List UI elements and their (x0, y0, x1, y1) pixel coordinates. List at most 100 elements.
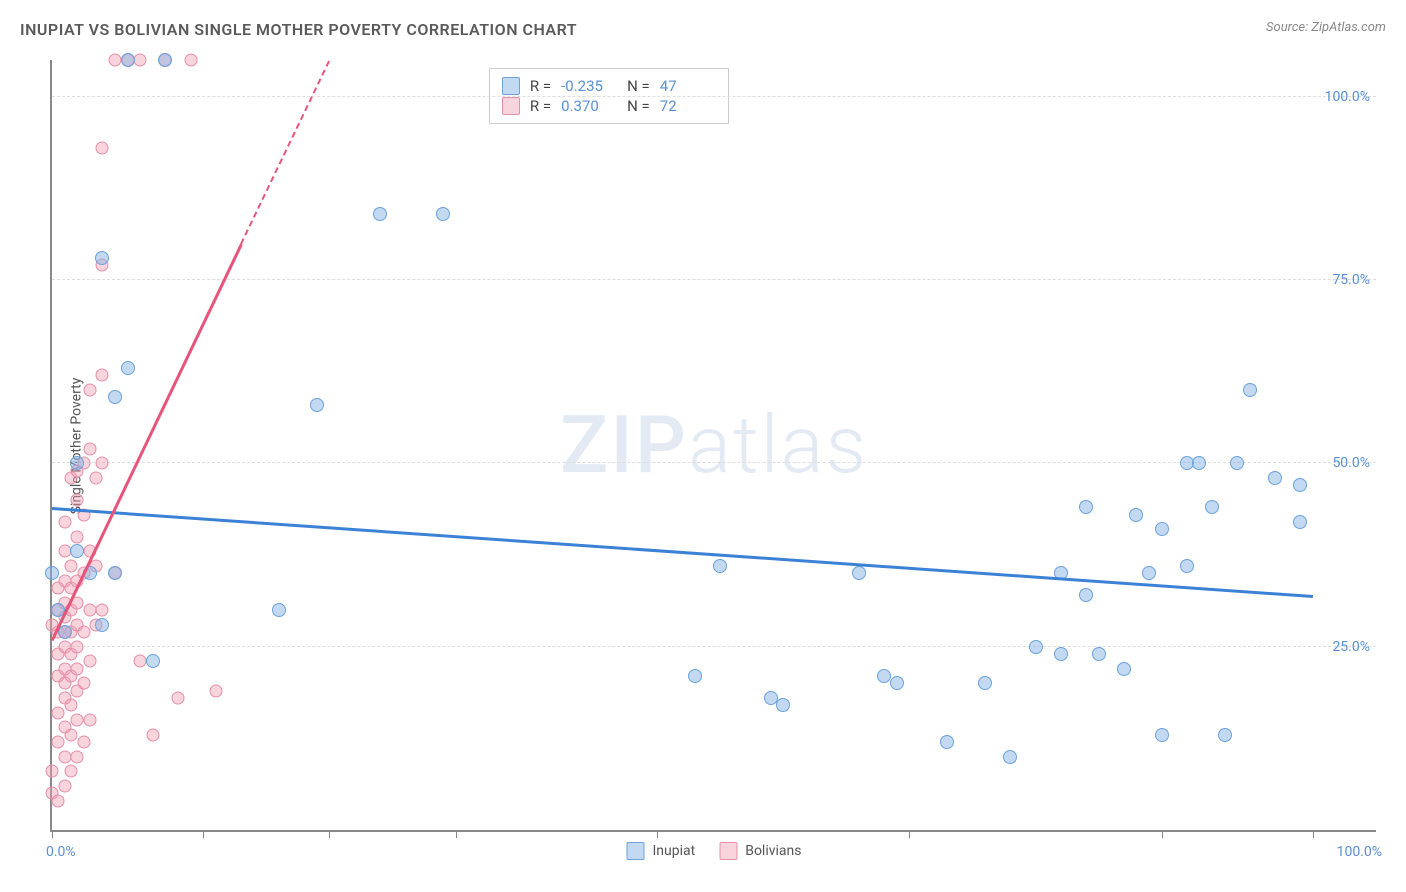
data-point (310, 398, 324, 412)
data-point (58, 780, 71, 793)
source-attribution: Source: ZipAtlas.com (1266, 20, 1386, 35)
data-point (46, 765, 59, 778)
data-point (83, 714, 96, 727)
data-point (77, 677, 90, 690)
n-label: N = (627, 97, 650, 115)
trend-line (51, 244, 242, 641)
data-point (172, 692, 185, 705)
data-point (1079, 500, 1093, 514)
data-point (1003, 750, 1017, 764)
data-point (121, 361, 135, 375)
x-tick-max: 100.0% (1337, 844, 1382, 860)
n-value: 47 (660, 77, 716, 95)
data-point (71, 750, 84, 763)
legend-label: Inupiat (653, 843, 696, 859)
data-point (58, 625, 72, 639)
data-point (1054, 647, 1068, 661)
trend-line (240, 61, 330, 245)
swatch-blue (502, 77, 520, 95)
x-tick (1313, 830, 1314, 838)
x-tick (456, 830, 457, 838)
data-point (1230, 456, 1244, 470)
data-point (184, 54, 197, 67)
data-point (1129, 508, 1143, 522)
x-tick (657, 830, 658, 838)
data-point (146, 654, 160, 668)
data-point (1243, 383, 1257, 397)
gridline-h (52, 646, 1376, 647)
data-point (436, 207, 450, 221)
x-tick (52, 830, 53, 838)
data-point (109, 54, 122, 67)
data-point (108, 390, 122, 404)
data-point (95, 251, 109, 265)
data-point (58, 516, 71, 529)
x-tick (203, 830, 204, 838)
legend-label: Bolivians (745, 843, 801, 859)
data-point (71, 530, 84, 543)
r-label: R = (530, 77, 551, 95)
data-point (95, 618, 109, 632)
data-point (71, 662, 84, 675)
data-point (58, 750, 71, 763)
data-point (158, 53, 172, 67)
data-point (1029, 640, 1043, 654)
n-value: 72 (660, 97, 716, 115)
data-point (108, 566, 122, 580)
legend-item: Bolivians (719, 842, 801, 860)
data-point (96, 604, 109, 617)
data-point (1079, 588, 1093, 602)
data-point (373, 207, 387, 221)
data-point (776, 698, 790, 712)
data-point (96, 142, 109, 155)
trend-line (52, 507, 1313, 597)
data-point (1155, 522, 1169, 536)
gridline-h (52, 96, 1376, 97)
data-point (1117, 662, 1131, 676)
data-point (83, 604, 96, 617)
y-tick-label: 75.0% (1332, 272, 1370, 288)
data-point (978, 676, 992, 690)
stats-row: R = -0.235 N = 47 (502, 77, 716, 95)
data-point (83, 655, 96, 668)
gridline-h (52, 279, 1376, 280)
n-label: N = (627, 77, 650, 95)
y-tick-label: 50.0% (1332, 455, 1370, 471)
data-point (52, 706, 65, 719)
data-point (1192, 456, 1206, 470)
data-point (96, 369, 109, 382)
plot-container: ZIPatlas R =-0.235N =47R =0.370N =72 Inu… (50, 60, 1376, 832)
legend-item: Inupiat (627, 842, 696, 860)
chart-title: INUPIAT VS BOLIVIAN SINGLE MOTHER POVERT… (20, 20, 577, 39)
data-point (70, 544, 84, 558)
data-point (1092, 647, 1106, 661)
data-point (852, 566, 866, 580)
swatch-pink (502, 97, 520, 115)
r-value: -0.235 (561, 77, 617, 95)
data-point (890, 676, 904, 690)
data-point (121, 53, 135, 67)
data-point (64, 699, 77, 712)
data-point (71, 714, 84, 727)
y-tick-label: 100.0% (1325, 89, 1370, 105)
data-point (52, 736, 65, 749)
data-point (146, 728, 159, 741)
data-point (77, 626, 90, 639)
plot-area: ZIPatlas R =-0.235N =47R =0.370N =72 Inu… (50, 60, 1376, 832)
gridline-h (52, 462, 1376, 463)
data-point (71, 640, 84, 653)
x-tick (909, 830, 910, 838)
data-point (71, 494, 84, 507)
data-point (1293, 515, 1307, 529)
watermark: ZIPatlas (560, 398, 868, 492)
data-point (64, 728, 77, 741)
data-point (134, 54, 147, 67)
data-point (77, 736, 90, 749)
data-point (83, 442, 96, 455)
data-point (134, 655, 147, 668)
data-point (70, 456, 84, 470)
data-point (83, 384, 96, 397)
data-point (1155, 728, 1169, 742)
data-point (209, 684, 222, 697)
y-tick-label: 25.0% (1332, 639, 1370, 655)
